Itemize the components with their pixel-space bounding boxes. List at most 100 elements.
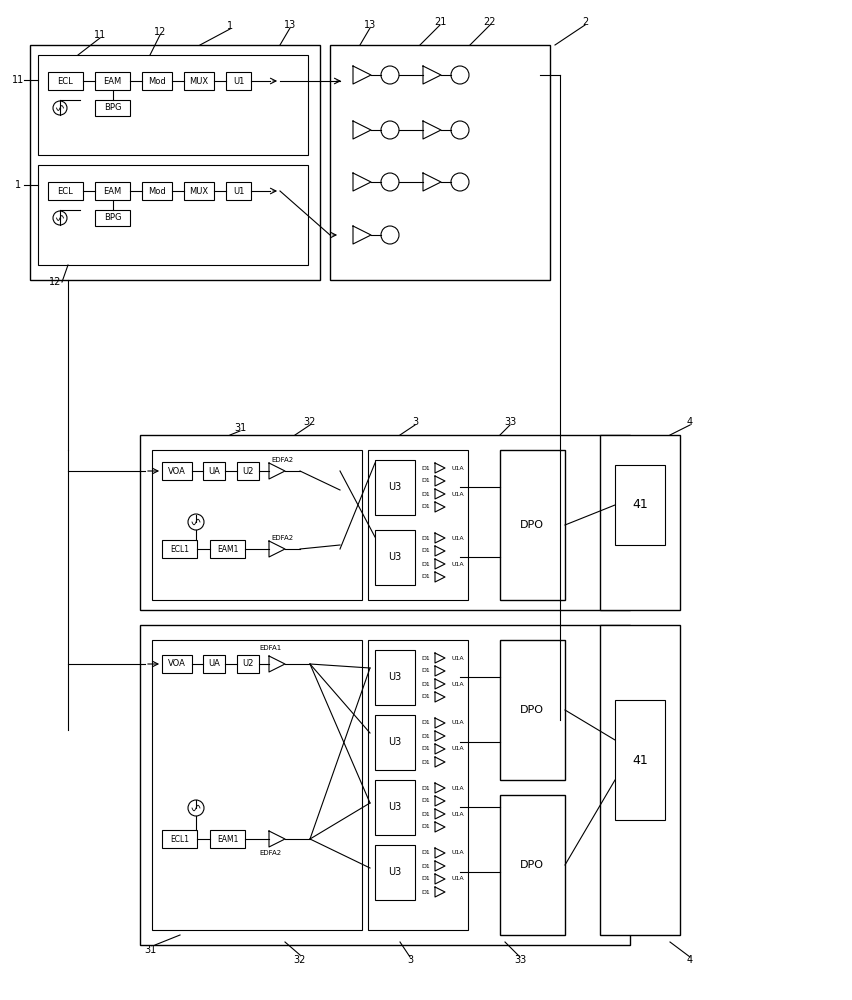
Text: D1: D1 [421,850,429,856]
Text: 31: 31 [234,423,246,433]
Text: 1: 1 [15,180,21,190]
FancyBboxPatch shape [95,182,130,200]
Text: U3: U3 [389,672,401,682]
Text: U3: U3 [389,737,401,747]
Text: VOA: VOA [168,466,186,476]
Text: 21: 21 [434,17,446,27]
FancyBboxPatch shape [140,625,630,945]
FancyBboxPatch shape [210,830,245,848]
FancyBboxPatch shape [30,45,320,280]
Text: DPO: DPO [520,860,544,870]
Text: U3: U3 [389,802,401,812]
Text: 12: 12 [49,277,61,287]
FancyBboxPatch shape [375,780,415,835]
Text: D1: D1 [421,746,429,752]
Text: UA: UA [208,466,220,476]
FancyBboxPatch shape [500,795,565,935]
FancyBboxPatch shape [226,72,251,90]
FancyBboxPatch shape [375,715,415,770]
Text: U1A: U1A [452,876,464,882]
FancyBboxPatch shape [210,540,245,558]
Text: EDFA2: EDFA2 [271,535,293,541]
Text: 13: 13 [364,20,376,30]
Text: 3: 3 [407,955,413,965]
Text: D1: D1 [421,876,429,882]
Text: 41: 41 [632,498,648,512]
FancyBboxPatch shape [237,655,259,673]
Text: 11: 11 [12,75,24,85]
Text: D1: D1 [421,863,429,868]
Text: D1: D1 [421,491,429,496]
FancyBboxPatch shape [95,210,130,226]
FancyBboxPatch shape [375,650,415,705]
Text: 41: 41 [632,754,648,766]
FancyBboxPatch shape [152,640,362,930]
Text: 33: 33 [514,955,527,965]
Text: U1: U1 [233,77,245,86]
FancyBboxPatch shape [184,72,214,90]
Text: U1: U1 [233,186,245,196]
Text: BPG: BPG [104,104,121,112]
FancyBboxPatch shape [375,845,415,900]
Text: 32: 32 [294,955,306,965]
Text: EAM: EAM [103,77,122,86]
FancyBboxPatch shape [162,830,197,848]
FancyBboxPatch shape [600,435,680,610]
Text: U1A: U1A [452,466,464,471]
FancyBboxPatch shape [152,450,362,600]
FancyBboxPatch shape [375,530,415,585]
FancyBboxPatch shape [142,182,172,200]
FancyBboxPatch shape [368,640,468,930]
Text: D1: D1 [421,668,429,674]
Text: EAM: EAM [103,186,122,196]
Text: U1A: U1A [452,720,464,726]
FancyBboxPatch shape [600,625,680,935]
Text: D1: D1 [421,760,429,764]
Text: U1A: U1A [452,536,464,540]
Text: UA: UA [208,660,220,668]
FancyBboxPatch shape [615,700,665,820]
Text: U1A: U1A [452,746,464,752]
Text: D1: D1 [421,682,429,686]
Text: ECL1: ECL1 [170,544,189,554]
FancyBboxPatch shape [375,460,415,515]
Text: U1A: U1A [452,656,464,660]
FancyBboxPatch shape [162,462,192,480]
FancyBboxPatch shape [162,655,192,673]
Text: D1: D1 [421,890,429,894]
FancyBboxPatch shape [162,540,197,558]
Text: D1: D1 [421,562,429,566]
Text: U3: U3 [389,552,401,562]
Text: 33: 33 [504,417,516,427]
FancyBboxPatch shape [615,465,665,545]
Text: D1: D1 [421,574,429,580]
Text: ECL1: ECL1 [170,834,189,844]
Text: U3: U3 [389,867,401,877]
FancyBboxPatch shape [38,165,308,265]
Text: D1: D1 [421,466,429,471]
FancyBboxPatch shape [330,45,550,280]
Text: D1: D1 [421,536,429,540]
Text: 4: 4 [687,417,693,427]
Text: EDFA2: EDFA2 [259,850,281,856]
Text: U1A: U1A [452,682,464,686]
Text: 3: 3 [412,417,418,427]
Text: DPO: DPO [520,705,544,715]
FancyBboxPatch shape [237,462,259,480]
Text: D1: D1 [421,824,429,830]
Text: D1: D1 [421,786,429,790]
Text: DPO: DPO [520,520,544,530]
Text: D1: D1 [421,798,429,804]
FancyBboxPatch shape [48,72,83,90]
Text: D1: D1 [421,694,429,700]
FancyBboxPatch shape [184,182,214,200]
FancyBboxPatch shape [38,55,308,155]
Text: EAM1: EAM1 [216,834,239,844]
Text: 32: 32 [304,417,316,427]
Text: ECL: ECL [58,186,73,196]
Text: U2: U2 [242,660,254,668]
Text: VOA: VOA [168,660,186,668]
Text: 1: 1 [227,21,233,31]
Text: 13: 13 [284,20,296,30]
FancyBboxPatch shape [203,462,225,480]
